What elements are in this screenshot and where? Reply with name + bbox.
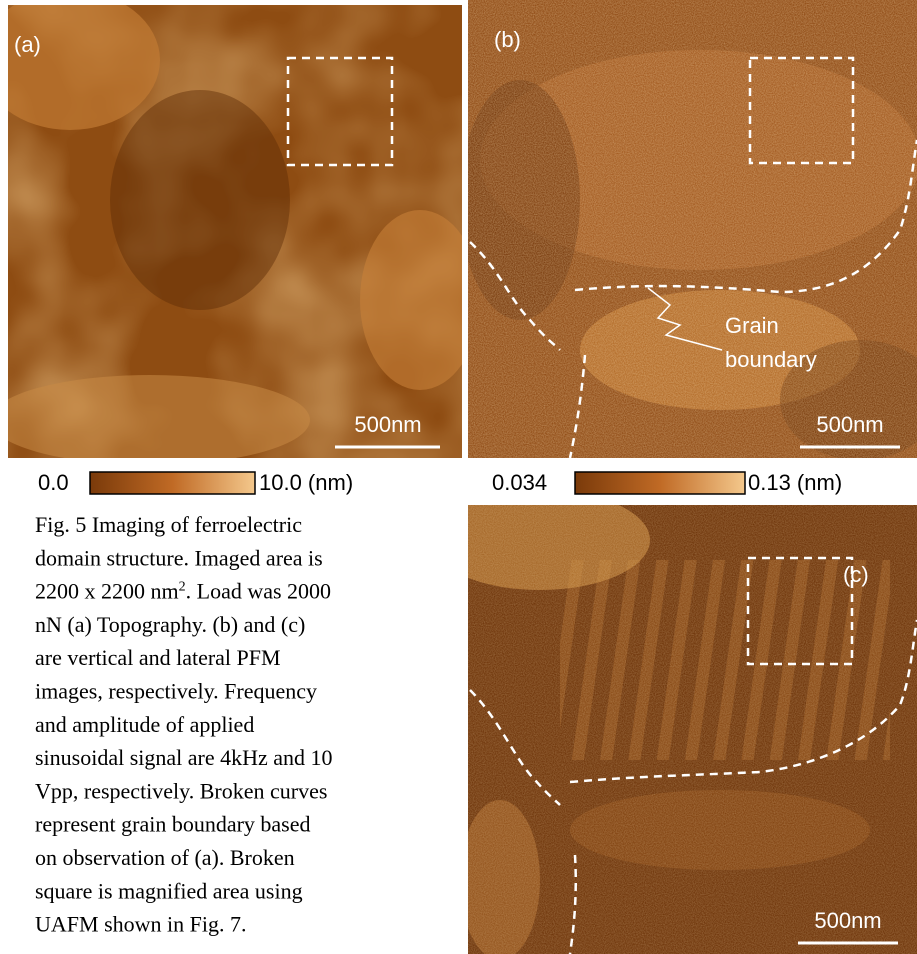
scale-label: 500nm [814, 908, 881, 933]
caption-line: UAFM shown in Fig. 7. [35, 912, 246, 937]
panel-label: (b) [494, 27, 521, 52]
colorbar-min: 0.034 [492, 470, 547, 495]
caption-line: and amplitude of applied [35, 712, 254, 737]
scale-label: 500nm [354, 412, 421, 437]
caption-line: domain structure. Imaged area is [35, 545, 323, 570]
panel-b: Grain boundary 500nm (b) [460, 0, 917, 460]
caption-line: nN (a) Topography. (b) and (c) [35, 612, 305, 637]
colorbar [575, 472, 745, 494]
panel-a: 500nm (a) [0, 0, 480, 465]
figure: 500nm (a) Grain boundary 500nm (b) 0.0 1… [0, 0, 917, 954]
colorbar-max: 0.13 (nm) [748, 470, 842, 495]
scale-label: 500nm [816, 412, 883, 437]
caption-line: 2200 x 2200 nm2. Load was 2000 [35, 579, 331, 604]
caption-line: on observation of (a). Broken [35, 845, 295, 870]
colorbar [90, 472, 255, 494]
caption-line: represent grain boundary based [35, 812, 311, 837]
annotation: boundary [725, 347, 817, 372]
colorbar-max: 10.0 (nm) [259, 470, 353, 495]
colorbar-min: 0.0 [38, 470, 69, 495]
caption-line: square is magnified area using [35, 878, 303, 903]
caption-line: are vertical and lateral PFM [35, 645, 281, 670]
caption-line: Vpp, respectively. Broken curves [35, 778, 327, 803]
caption: Fig. 5 Imaging of ferroelectric domain st… [35, 512, 333, 937]
caption-line: images, respectively. Frequency [35, 679, 317, 704]
caption-text: 2200 x 2200 nm [35, 579, 179, 604]
caption-line: sinusoidal signal are 4kHz and 10 [35, 745, 333, 770]
superscript: 2 [179, 580, 186, 595]
panel-label: (a) [14, 32, 41, 57]
panel-c: 500nm (c) [430, 490, 917, 954]
caption-text: . Load was 2000 [186, 579, 331, 604]
annotation: Grain [725, 313, 779, 338]
panel-label: (c) [843, 562, 869, 587]
caption-line: Fig. 5 Imaging of ferroelectric [35, 512, 302, 537]
